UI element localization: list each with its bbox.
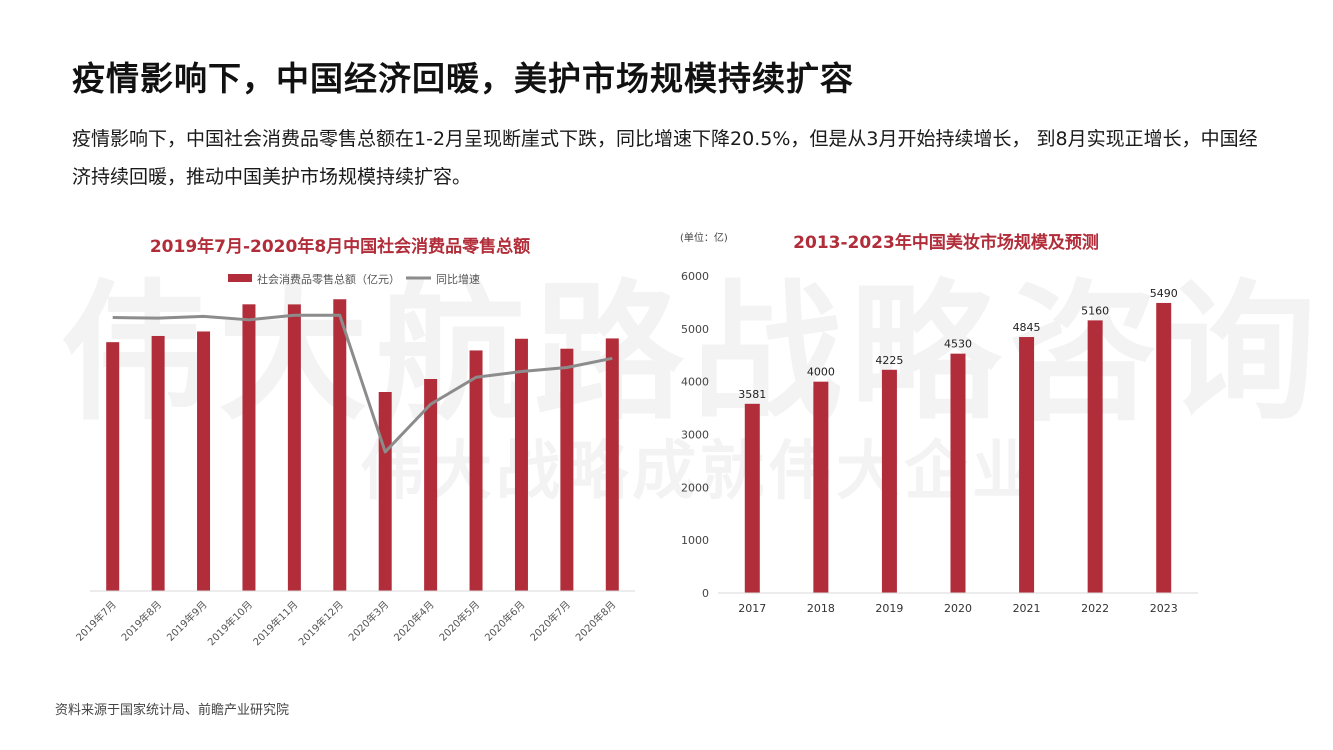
chart2-x-tick-label: 2019	[875, 602, 903, 615]
chart1-bar	[242, 304, 256, 591]
chart1-bar	[197, 331, 211, 591]
chart1-legend: 社会消费品零售总额（亿元） 同比增速	[228, 272, 480, 286]
legend-bar-swatch	[228, 274, 252, 282]
chart2-value-label: 5160	[1081, 304, 1109, 317]
chart2-bar	[950, 353, 966, 593]
chart2-value-label: 4530	[944, 338, 972, 351]
chart2-y-tick-label: 6000	[681, 270, 709, 283]
legend-bar-label: 社会消费品零售总额（亿元）	[257, 272, 400, 286]
chart2-x-tick-label: 2020	[944, 602, 972, 615]
chart1-growth-line	[112, 313, 613, 454]
chart2-x-tick-label: 2021	[1013, 602, 1041, 615]
chart2-x-tick-label: 2017	[738, 602, 766, 615]
chart2-value-label: 4225	[875, 354, 903, 367]
chart2-y-tick-label: 0	[702, 587, 709, 600]
chart2-unit-label: (单位：亿)	[680, 231, 728, 244]
page-description: 疫情影响下，中国社会消费品零售总额在1-2月呈现断崖式下跌，同比增速下降20.5…	[72, 128, 1258, 188]
chart2-y-tick-label: 3000	[681, 429, 709, 442]
chart2-x-tick-label: 2022	[1081, 602, 1109, 615]
chart1-bar	[424, 378, 438, 591]
source-note: 资料来源于国家统计局、前瞻产业研究院	[55, 703, 290, 718]
chart2-y-tick-label: 4000	[681, 376, 709, 389]
chart2-x-tick-label: 2023	[1150, 602, 1178, 615]
chart2-value-label: 5490	[1150, 287, 1178, 300]
retail-sales-chart: 2019年7月-2020年8月中国社会消费品零售总额 社会消费品零售总额（亿元）…	[73, 236, 635, 648]
chart2-bar	[744, 403, 760, 593]
chart1-bar	[151, 335, 165, 591]
chart2-value-label: 4845	[1013, 321, 1041, 334]
beauty-market-chart: (单位：亿) 2013-2023年中国美妆市场规模及预测 0 1000 2000 30…	[680, 231, 1198, 615]
chart2-bar	[813, 381, 829, 593]
chart2-title: 2013-2023年中国美妆市场规模及预测	[793, 232, 1099, 253]
page-title: 疫情影响下，中国经济回暖，美护市场规模持续扩容	[72, 59, 854, 98]
chart2-y-tick-label: 5000	[681, 323, 709, 336]
chart2-y-tick-label: 2000	[681, 481, 709, 494]
chart1-bar	[605, 338, 619, 591]
chart1-title: 2019年7月-2020年8月中国社会消费品零售总额	[150, 236, 530, 257]
chart1-bar	[514, 338, 528, 591]
chart2-bar	[1087, 320, 1103, 593]
chart1-bar	[106, 342, 120, 591]
chart2-x-tick-label: 2018	[807, 602, 835, 615]
chart1-bar	[287, 304, 301, 591]
chart2-value-label: 3581	[738, 388, 766, 401]
legend-line-label: 同比增速	[436, 272, 480, 286]
chart2-bar	[881, 369, 897, 593]
chart1-bar	[469, 350, 483, 591]
chart1-bar	[560, 348, 574, 591]
chart2-y-tick-label: 1000	[681, 534, 709, 547]
chart1-bar	[333, 299, 347, 591]
chart2-value-label: 4000	[807, 366, 835, 379]
chart2-bar	[1019, 337, 1035, 593]
chart2-bar	[1156, 302, 1172, 593]
